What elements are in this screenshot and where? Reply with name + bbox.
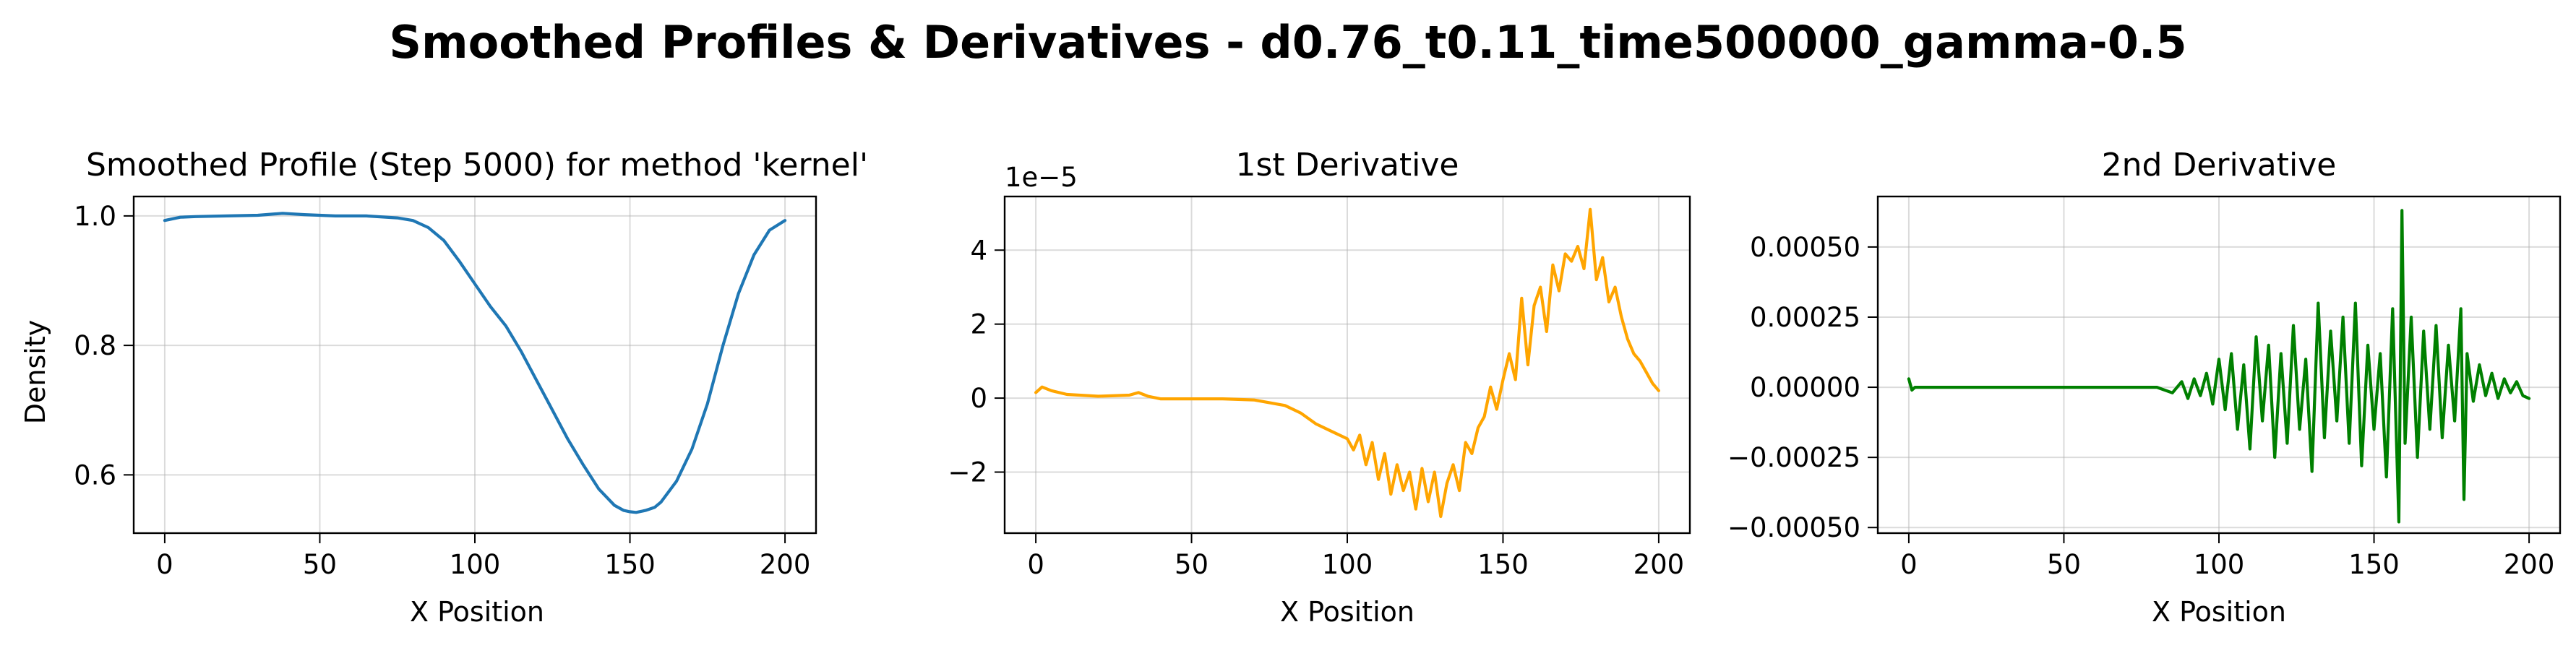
y-tick-label-2: 2 bbox=[970, 309, 987, 340]
x-axis-label: X Position bbox=[410, 596, 544, 628]
x-tick-label-0: 0 bbox=[1027, 549, 1044, 580]
subplot-title: Smoothed Profile (Step 5000) for method … bbox=[86, 147, 868, 183]
x-tick-label-4: 200 bbox=[760, 549, 811, 580]
plot-area: 0 50 100 150 200 0.6 0.8 1.0 bbox=[74, 195, 817, 580]
y-tick-label-0: −0.00050 bbox=[1727, 512, 1860, 543]
subplot-title: 2nd Derivative bbox=[2102, 147, 2337, 183]
y-tick-label-3: 0.00025 bbox=[1750, 302, 1860, 333]
plot-area: 0 50 100 150 200 −2 0 2 4 bbox=[948, 195, 1691, 580]
x-tick-label-2: 100 bbox=[1322, 549, 1373, 580]
x-axis-label: X Position bbox=[1280, 596, 1414, 628]
subplot-title: 1st Derivative bbox=[1235, 147, 1459, 183]
y-tick-label-3: 4 bbox=[970, 235, 987, 266]
y-axis-label: Density bbox=[20, 320, 51, 424]
series-line-0 bbox=[163, 212, 787, 514]
series-line-0 bbox=[1034, 207, 1660, 519]
subplot-2nd-derivative: 2nd Derivative 0 50 100 150 200 −0.00050 −0.00… bbox=[1727, 147, 2562, 628]
y-tick-label-0: 0.6 bbox=[74, 459, 116, 491]
x-axis-label: X Position bbox=[2152, 596, 2286, 628]
x-tick-label-3: 150 bbox=[1477, 549, 1529, 580]
plot-area: 0 50 100 150 200 −0.00050 −0.00025 0.00000 0.000… bbox=[1727, 195, 2562, 580]
x-tick-label-3: 150 bbox=[604, 549, 656, 580]
series-line-0 bbox=[1907, 209, 2531, 524]
x-tick-label-0: 0 bbox=[156, 549, 173, 580]
x-tick-label-3: 150 bbox=[2348, 549, 2400, 580]
subplot-smoothed-profile: Smoothed Profile (Step 5000) for method … bbox=[20, 147, 868, 628]
y-tick-label-0: −2 bbox=[948, 457, 987, 488]
x-tick-label-1: 50 bbox=[1175, 549, 1208, 580]
x-tick-label-4: 200 bbox=[1633, 549, 1685, 580]
x-tick-label-2: 100 bbox=[450, 549, 501, 580]
y-tick-label-2: 1.0 bbox=[74, 201, 116, 232]
y-tick-label-2: 0.00000 bbox=[1750, 372, 1860, 403]
x-tick-label-2: 100 bbox=[2194, 549, 2245, 580]
x-tick-label-1: 50 bbox=[2047, 549, 2081, 580]
y-tick-label-1: 0 bbox=[970, 383, 987, 414]
x-tick-label-4: 200 bbox=[2504, 549, 2555, 580]
subplot-1st-derivative: 1st Derivative 0 50 100 150 200 −2 0 2 4 1e−5 X … bbox=[948, 147, 1691, 628]
figure-suptitle: Smoothed Profiles & Derivatives - d0.76_… bbox=[389, 16, 2186, 69]
x-tick-label-1: 50 bbox=[303, 549, 337, 580]
y-tick-label-4: 0.00050 bbox=[1750, 232, 1860, 263]
y-tick-label-1: 0.8 bbox=[74, 330, 116, 361]
y-tick-label-1: −0.00025 bbox=[1727, 442, 1860, 473]
x-tick-label-0: 0 bbox=[1900, 549, 1918, 580]
y-offset-label: 1e−5 bbox=[1005, 162, 1078, 193]
